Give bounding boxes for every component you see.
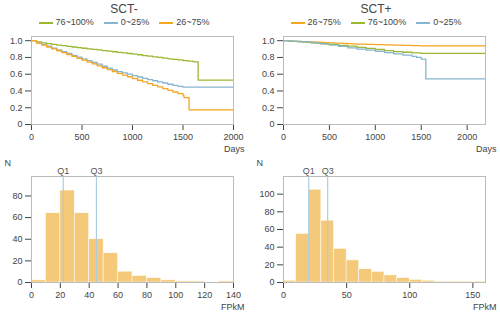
svg-text:60: 60 <box>12 212 22 222</box>
svg-text:0.2: 0.2 <box>10 103 23 113</box>
svg-text:60: 60 <box>264 224 274 234</box>
svg-text:FPkM: FPkM <box>473 302 497 312</box>
svg-text:0.6: 0.6 <box>262 69 275 79</box>
svg-text:1.0: 1.0 <box>262 36 275 46</box>
svg-text:FPkM: FPkM <box>221 302 245 312</box>
svg-text:80: 80 <box>12 191 22 201</box>
svg-text:Days: Days <box>476 144 497 154</box>
svg-text:100: 100 <box>259 189 274 199</box>
svg-text:2000: 2000 <box>457 132 477 142</box>
html-text:26~75%: 26~75% <box>307 17 341 27</box>
svg-text:0: 0 <box>17 119 22 129</box>
svg-text:80: 80 <box>264 207 274 217</box>
html-text:SCT-: SCT- <box>110 2 138 16</box>
svg-text:0.8: 0.8 <box>262 52 275 62</box>
html-text:76~100%: 76~100% <box>55 17 94 27</box>
svg-text:0.4: 0.4 <box>10 86 23 96</box>
svg-text:140: 140 <box>226 290 241 300</box>
svg-text:20: 20 <box>12 256 22 266</box>
svg-text:Q1: Q1 <box>303 166 315 176</box>
svg-text:0: 0 <box>269 277 274 287</box>
svg-text:120: 120 <box>197 290 212 300</box>
svg-text:0.8: 0.8 <box>10 52 23 62</box>
svg-text:0.2: 0.2 <box>262 103 275 113</box>
svg-text:N: N <box>5 158 12 168</box>
svg-text:0: 0 <box>29 290 34 300</box>
svg-text:1000: 1000 <box>365 132 385 142</box>
svg-text:100: 100 <box>168 290 183 300</box>
svg-text:150: 150 <box>465 290 480 300</box>
svg-text:50: 50 <box>342 290 352 300</box>
svg-text:60: 60 <box>113 290 123 300</box>
html-text:76~100%: 76~100% <box>367 17 407 27</box>
svg-text:1500: 1500 <box>411 132 431 142</box>
svg-text:20: 20 <box>55 290 65 300</box>
svg-text:0: 0 <box>17 277 22 287</box>
svg-text:0: 0 <box>29 132 34 142</box>
svg-text:0: 0 <box>281 132 286 142</box>
svg-text:40: 40 <box>264 242 274 252</box>
svg-text:40: 40 <box>84 290 94 300</box>
svg-text:0.6: 0.6 <box>10 69 23 79</box>
svg-text:100: 100 <box>402 290 417 300</box>
svg-text:1000: 1000 <box>122 132 142 142</box>
svg-text:20: 20 <box>264 260 274 270</box>
svg-text:500: 500 <box>322 132 337 142</box>
svg-text:0.4: 0.4 <box>262 86 275 96</box>
svg-text:40: 40 <box>12 234 22 244</box>
svg-text:1500: 1500 <box>173 132 193 142</box>
svg-text:2000: 2000 <box>223 132 243 142</box>
svg-text:Q3: Q3 <box>322 166 334 176</box>
svg-text:Days: Days <box>224 144 245 154</box>
svg-text:1.0: 1.0 <box>10 36 23 46</box>
html-text:0~25%: 0~25% <box>433 17 462 27</box>
svg-text:N: N <box>257 158 264 168</box>
html-text:26~75%: 26~75% <box>176 17 210 27</box>
svg-text:Q1: Q1 <box>57 166 69 176</box>
svg-text:500: 500 <box>74 132 89 142</box>
html-text:SCT+: SCT+ <box>360 2 392 16</box>
svg-text:0: 0 <box>281 290 286 300</box>
svg-text:0: 0 <box>269 119 274 129</box>
html-text:0~25%: 0~25% <box>120 17 150 27</box>
svg-text:Q3: Q3 <box>90 166 102 176</box>
svg-text:80: 80 <box>142 290 152 300</box>
